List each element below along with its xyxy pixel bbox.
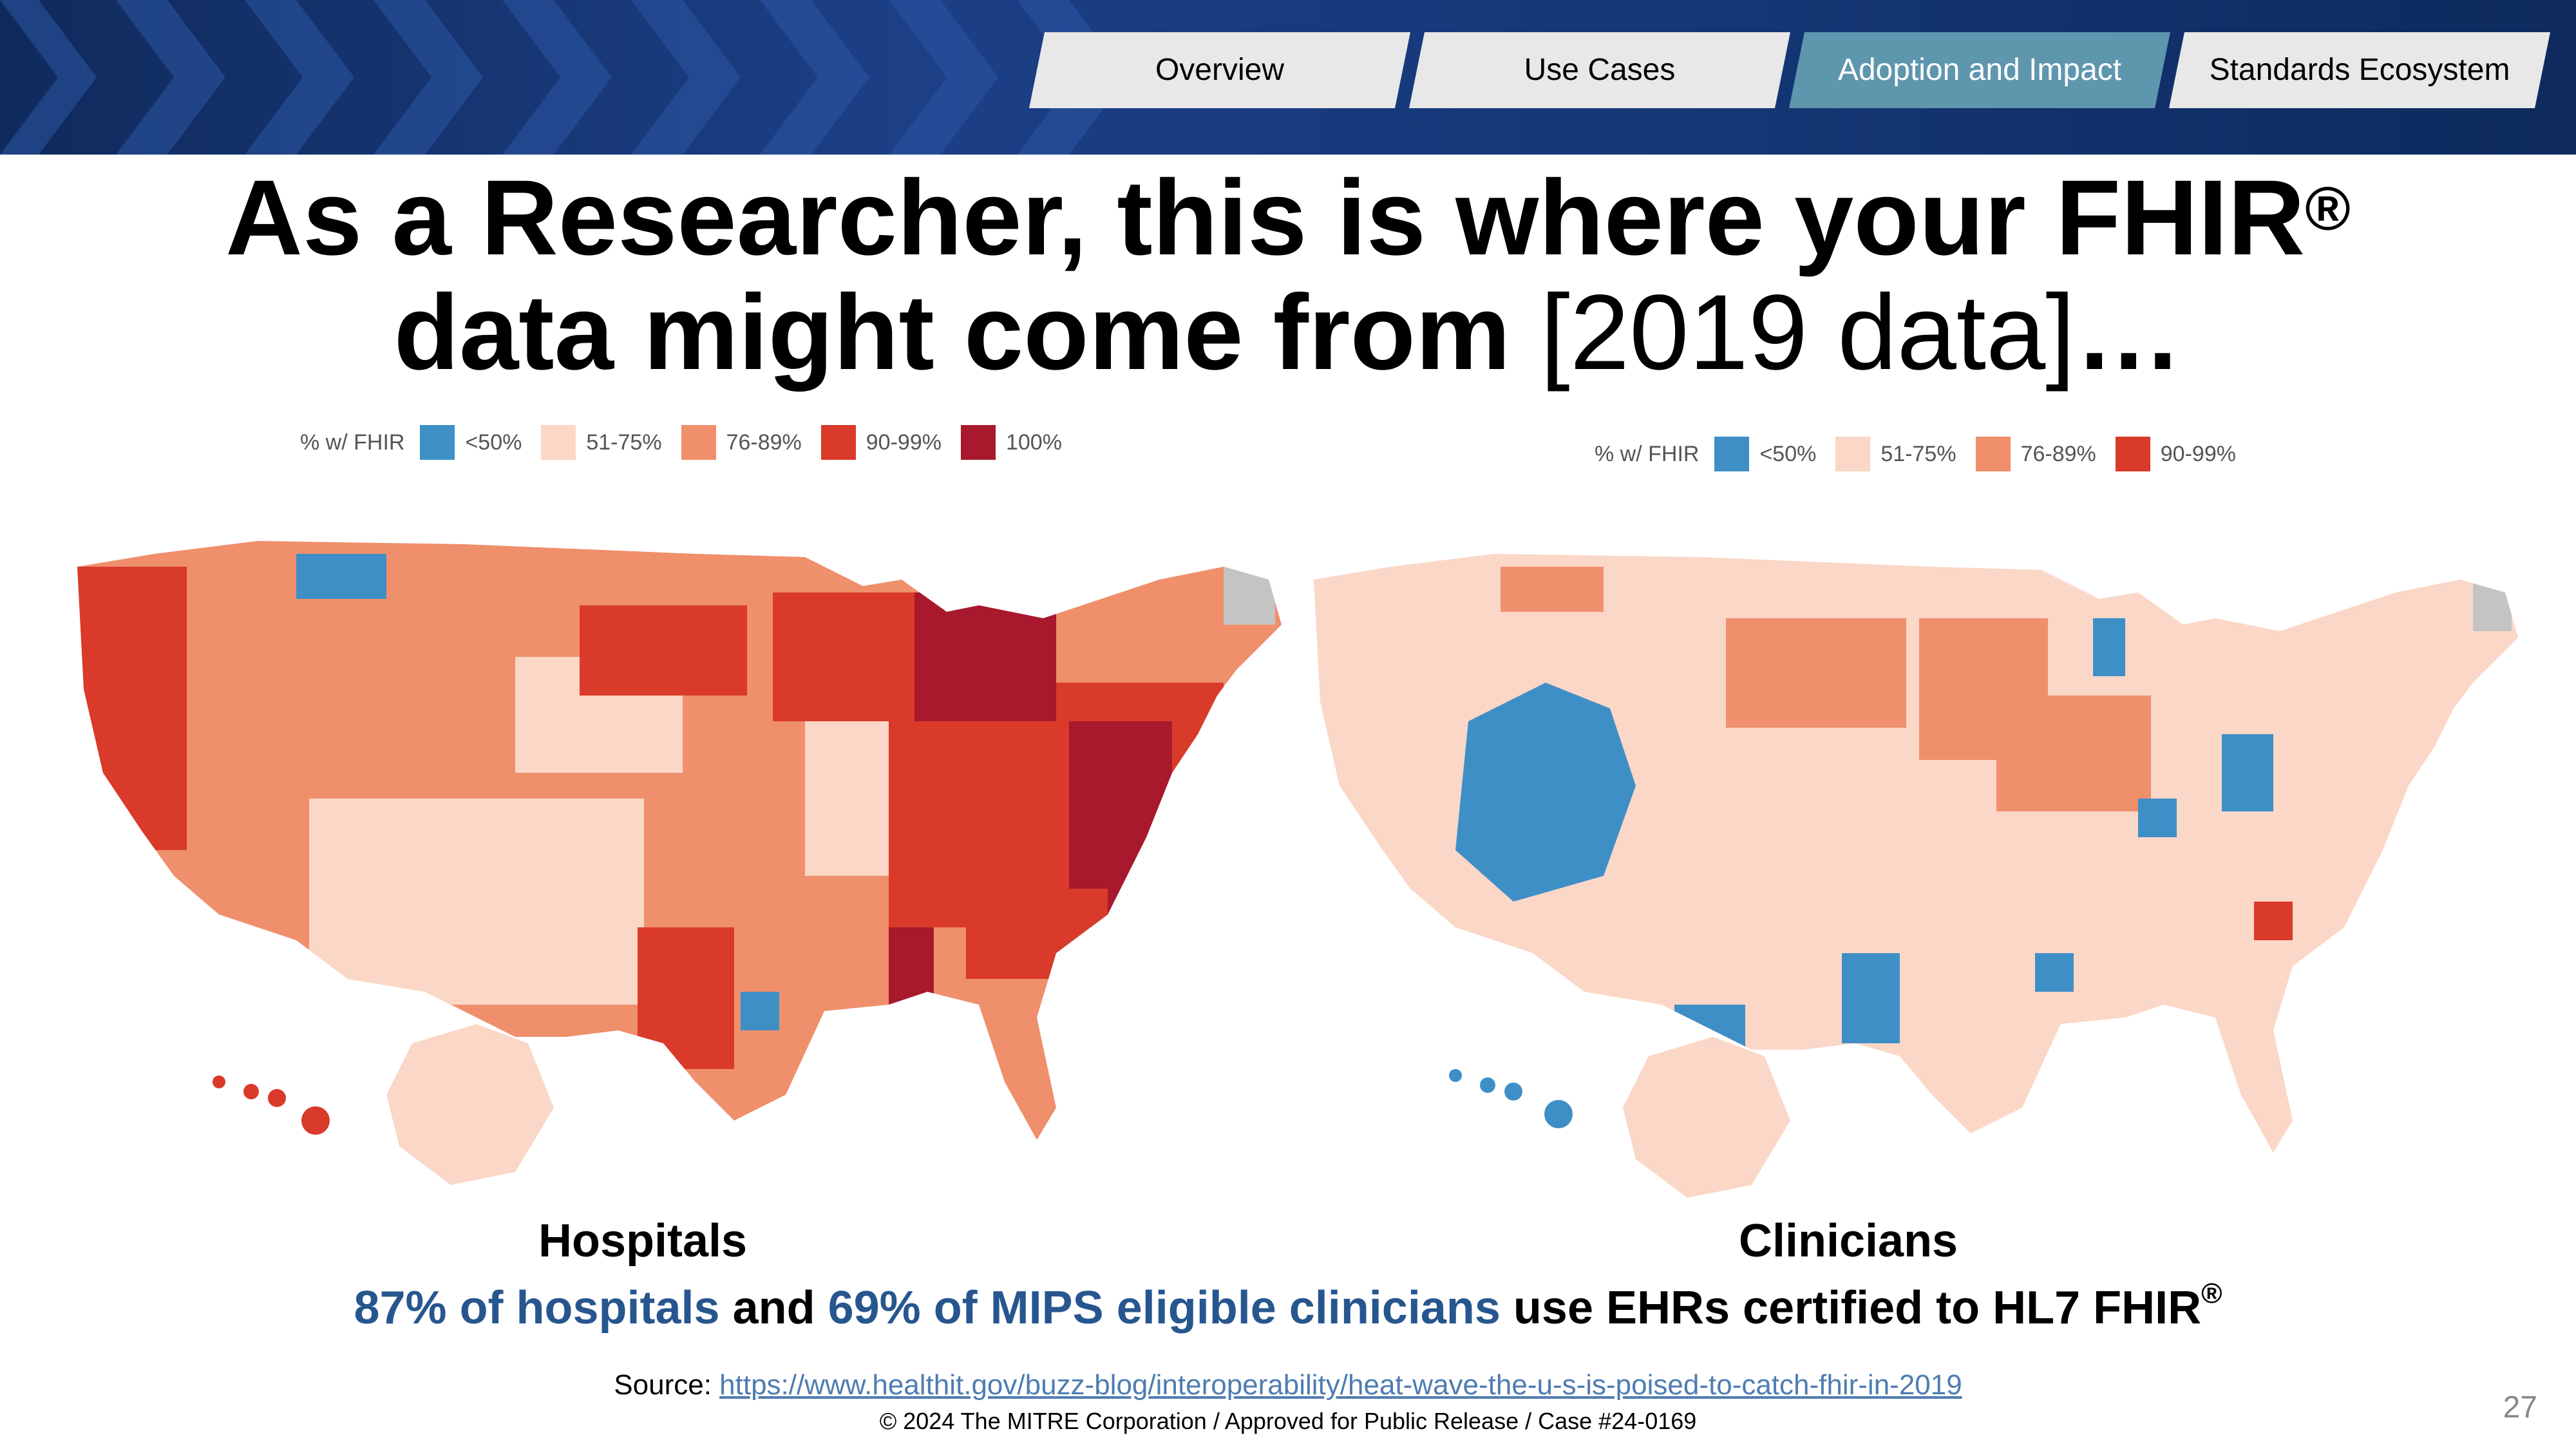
title-line-2: data might come from [393,273,1540,392]
tab-adoption-and-impact[interactable]: Adoption and Impact [1789,32,2170,108]
clinicians-map-regions [1314,554,2518,1153]
summary-statement: 87% of hospitals and 69% of MIPS eligibl… [0,1278,2576,1334]
legend-swatch [541,425,576,460]
tab-use-cases[interactable]: Use Cases [1409,32,1790,108]
source-link[interactable]: https://www.healthit.gov/buzz-blog/inter… [719,1369,1962,1401]
hawaii [213,1075,330,1135]
legend-label: 90-99% [2160,441,2236,466]
page-title: As a Researcher, this is where your FHIR… [0,161,2576,390]
tab-overview[interactable]: Overview [1029,32,1410,108]
hospitals-legend: % w/ FHIR <50% 51-75% 76-89% 90-99% 100% [300,425,1081,460]
hospitals-legend-item: 76-89% [681,425,802,460]
clinicians-map [1314,554,2518,1198]
source-line: Source: https://www.healthit.gov/buzz-bl… [0,1369,2576,1401]
hospitals-legend-item: 100% [960,425,1062,460]
legend-label: 51-75% [1880,441,1956,466]
clinicians-legend-item: 51-75% [1835,437,1956,471]
hospitals-legend-item: <50% [420,425,522,460]
clinicians-label: Clinicians [1739,1215,1958,1267]
title-ellipsis: … [2075,273,2183,392]
source-label: Source: [614,1369,720,1401]
hospitals-legend-item: 51-75% [541,425,662,460]
summary-tail: use EHRs certified to HL7 FHIR [1500,1282,2202,1334]
clinicians-legend: % w/ FHIR <50% 51-75% 76-89% 90-99% [1595,437,2255,471]
clinicians-legend-item: 90-99% [2115,437,2236,471]
hospitals-map [77,541,1282,1185]
legend-swatch [960,425,996,460]
copyright-notice: © 2024 The MITRE Corporation / Approved … [879,1408,1697,1434]
legend-label: <50% [1759,441,1817,466]
hospitals-label: Hospitals [538,1215,748,1267]
legend-title: % w/ FHIR [1595,441,1700,466]
header-banner: Overview Use Cases Adoption and Impact S… [0,0,2576,155]
legend-swatch [1714,437,1750,471]
hospitals-legend-item: 90-99% [820,425,942,460]
registered-mark: ® [2305,175,2351,243]
legend-label: 76-89% [2020,441,2096,466]
legend-title: % w/ FHIR [300,430,405,455]
tab-standards-ecosystem[interactable]: Standards Ecosystem [2169,32,2550,108]
legend-swatch [420,425,455,460]
legend-swatch [2115,437,2150,471]
legend-label: 51-75% [586,430,662,455]
legend-label: <50% [465,430,522,455]
legend-swatch [681,425,716,460]
legend-label: 76-89% [726,430,802,455]
legend-swatch [820,425,856,460]
hawaii [1449,1069,1573,1128]
title-line-1: As a Researcher, this is where your FHIR [225,158,2306,278]
page-number: 27 [2503,1390,2537,1425]
clinicians-legend-item: 76-89% [1975,437,2096,471]
summary-connector: and [719,1282,828,1334]
legend-label: 100% [1005,430,1062,455]
hospitals-stat: 87% of hospitals [354,1282,720,1334]
legend-label: 90-99% [866,430,942,455]
registered-mark: ® [2201,1278,2222,1309]
legend-swatch [1975,437,2011,471]
legend-swatch [1835,437,1871,471]
chevron-pattern [0,0,1127,155]
title-year-note: [2019 data] [1540,273,2076,392]
clinicians-legend-item: <50% [1714,437,1816,471]
clinicians-stat: 69% of MIPS eligible clinicians [828,1282,1501,1334]
